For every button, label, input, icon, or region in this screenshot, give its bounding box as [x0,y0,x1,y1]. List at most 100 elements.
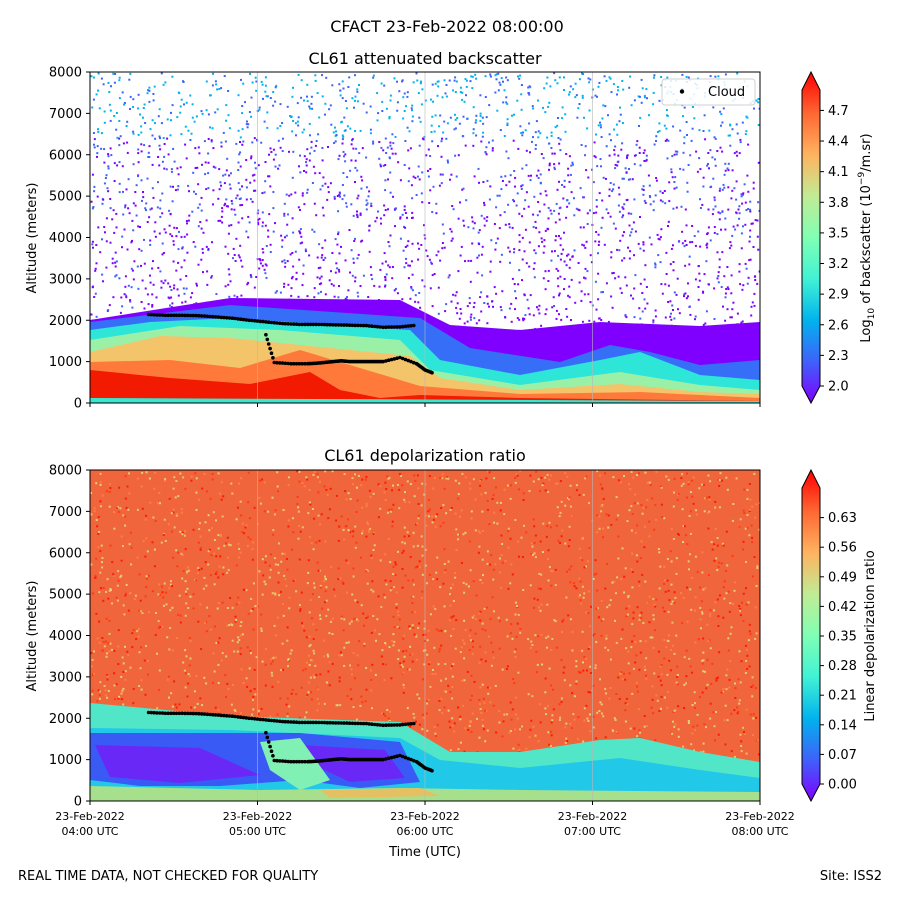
noise-pixel [185,593,188,596]
noise-pixel [200,567,203,570]
noise-pixel [658,551,661,554]
noise-pixel [193,690,196,693]
noise-pixel [523,317,526,320]
noise-pixel [144,207,147,210]
noise-pixel [733,152,736,155]
noise-pixel [654,263,657,266]
noise-pixel [212,681,214,684]
noise-pixel [197,567,200,570]
noise-pixel [213,552,216,555]
noise-pixel [380,146,383,149]
noise-pixel [612,272,615,274]
noise-pixel [739,607,742,610]
noise-pixel [182,570,185,573]
noise-pixel [634,641,637,644]
noise-pixel [395,591,398,594]
noise-pixel [177,173,180,176]
noise-pixel [695,513,698,516]
noise-pixel [116,584,119,587]
noise-pixel [346,695,349,697]
noise-pixel [594,240,597,243]
noise-pixel [749,633,752,636]
noise-pixel [739,283,742,286]
noise-pixel [559,716,562,719]
noise-pixel [579,580,582,583]
noise-pixel [182,81,185,83]
noise-pixel [131,269,134,272]
noise-pixel [361,179,364,182]
noise-pixel [403,266,406,269]
noise-pixel [555,482,557,485]
noise-pixel [321,607,324,610]
noise-pixel [701,203,704,206]
noise-pixel [565,596,568,599]
noise-pixel [218,188,221,191]
noise-pixel [264,76,267,79]
noise-pixel [151,293,154,296]
noise-pixel [198,203,201,206]
noise-pixel [199,603,202,606]
noise-pixel [538,304,541,307]
noise-pixel [157,156,160,158]
noise-pixel [660,283,663,286]
noise-pixel [308,536,311,539]
noise-pixel [477,551,480,554]
cloud-marker [378,325,383,329]
noise-pixel [389,234,392,237]
noise-pixel [218,88,221,90]
noise-pixel [737,678,740,681]
noise-pixel [732,503,735,505]
noise-pixel [556,482,559,485]
noise-pixel [149,274,151,277]
noise-pixel [640,101,643,104]
noise-pixel [200,227,203,230]
noise-pixel [226,157,229,160]
noise-pixel [302,264,305,267]
noise-pixel [691,495,694,498]
noise-pixel [158,108,161,111]
noise-pixel [271,496,274,499]
noise-pixel [107,642,110,645]
noise-pixel [478,243,481,246]
noise-pixel [309,134,311,137]
noise-pixel [486,729,489,732]
noise-pixel [262,251,265,254]
cloud-marker [250,318,254,323]
noise-pixel [111,602,113,605]
cloud-marker [384,325,388,330]
noise-pixel [160,280,163,283]
noise-pixel [342,135,345,138]
noise-pixel [685,121,688,123]
noise-pixel [583,244,585,247]
noise-pixel [354,95,357,98]
noise-pixel [279,697,282,700]
noise-pixel [324,182,327,185]
noise-pixel [731,169,734,172]
noise-pixel [521,258,524,261]
cloud-marker [359,323,363,328]
noise-pixel [384,499,387,501]
noise-pixel [140,301,143,303]
noise-pixel [132,130,135,133]
noise-pixel [240,634,242,637]
noise-pixel [401,213,404,216]
noise-pixel [403,225,405,228]
noise-pixel [325,614,328,617]
noise-pixel [246,126,249,129]
noise-pixel [186,587,189,590]
noise-pixel [519,728,521,731]
noise-pixel [575,680,578,683]
noise-pixel [309,676,312,679]
noise-pixel [328,279,331,282]
noise-pixel [179,621,182,624]
noise-pixel [305,636,308,639]
noise-pixel [624,567,627,570]
noise-pixel [343,665,346,667]
noise-pixel [674,176,677,179]
noise-pixel [418,560,421,563]
cloud-marker [392,357,397,361]
noise-pixel [458,482,461,485]
noise-pixel [474,618,477,620]
noise-pixel [673,187,676,190]
noise-pixel [617,154,620,157]
